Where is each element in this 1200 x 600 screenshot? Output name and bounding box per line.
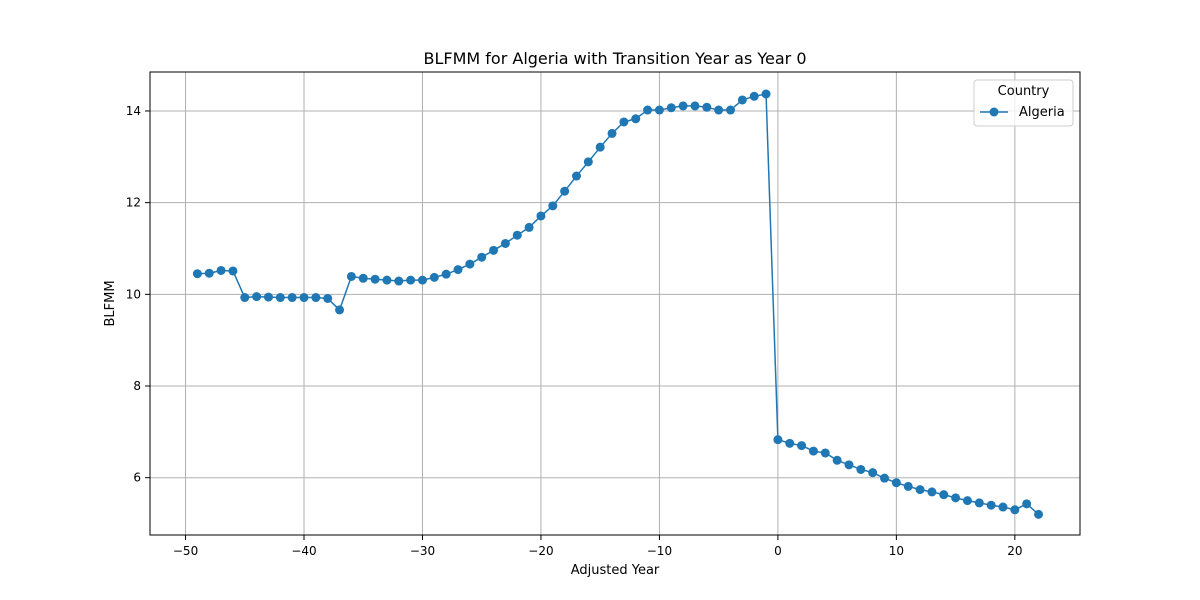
plot-frame (149, 71, 1081, 536)
x-tick-label: −30 (410, 544, 435, 558)
data-point (951, 493, 961, 503)
data-point (477, 252, 487, 262)
data-point (465, 259, 475, 269)
data-point (346, 271, 356, 281)
data-point (382, 275, 392, 285)
data-point (785, 438, 795, 448)
data-point (512, 230, 522, 240)
legend-label-algeria: Algeria (1019, 105, 1065, 120)
data-point (228, 266, 238, 276)
data-point (204, 268, 214, 278)
data-point (572, 171, 581, 181)
data-point (536, 211, 546, 221)
data-point (335, 305, 345, 315)
x-tick-label: −20 (528, 544, 553, 558)
data-point (429, 272, 439, 282)
data-point (394, 276, 404, 286)
data-point (880, 473, 890, 483)
data-point (441, 269, 451, 279)
data-point (726, 105, 736, 115)
data-point (299, 293, 309, 303)
data-point (820, 448, 830, 458)
data-point (453, 265, 463, 275)
data-point (749, 91, 759, 101)
data-point (654, 105, 664, 115)
x-tick-label: −40 (291, 544, 316, 558)
data-point (406, 275, 416, 285)
data-point (275, 293, 285, 303)
data-point (417, 275, 427, 285)
data-point (631, 114, 641, 124)
data-point (868, 468, 878, 478)
x-tick-label: −50 (173, 544, 198, 558)
data-point (903, 481, 913, 491)
y-tick-label: 10 (126, 287, 141, 301)
data-point (974, 498, 984, 508)
data-point (358, 273, 368, 283)
data-point (808, 446, 818, 456)
data-point (619, 117, 629, 127)
x-tick-label: 20 (1007, 544, 1022, 558)
data-point (690, 101, 700, 111)
data-point (832, 455, 842, 465)
data-point (844, 460, 854, 470)
data-point (939, 490, 949, 500)
y-axis: 6 8 10 12 14 (126, 104, 150, 485)
data-point (856, 464, 866, 474)
legend-marker-swatch (989, 107, 999, 117)
data-point (986, 500, 996, 510)
legend: Country Algeria (973, 79, 1074, 127)
data-point (678, 101, 688, 111)
data-point (192, 269, 202, 279)
y-tick-label: 14 (126, 104, 141, 118)
data-point (287, 293, 297, 303)
data-point (560, 186, 570, 196)
data-point (927, 487, 937, 497)
data-point (998, 502, 1008, 512)
series-layer (192, 89, 1044, 519)
x-axis-label: Adjusted Year (571, 563, 660, 578)
data-point (323, 293, 333, 303)
data-point (311, 293, 321, 303)
data-point (263, 292, 273, 302)
y-axis-label: BLFMM (103, 280, 118, 326)
data-point (666, 103, 676, 113)
legend-title: Country (998, 84, 1050, 99)
data-point (607, 128, 617, 138)
data-point (370, 274, 380, 284)
data-point (702, 102, 712, 112)
data-point (643, 105, 653, 115)
data-point (216, 265, 226, 275)
x-tick-label: 10 (889, 544, 904, 558)
data-point (595, 142, 605, 152)
y-tick-label: 8 (133, 379, 141, 393)
x-tick-label: 0 (774, 544, 782, 558)
chart-title: BLFMM for Algeria with Transition Year a… (424, 49, 807, 68)
data-point (548, 201, 558, 211)
y-tick-label: 12 (126, 196, 141, 210)
x-axis: −50 −40 −30 −20 −10 0 10 20 (173, 535, 1022, 558)
data-point (500, 238, 510, 248)
y-tick-label: 6 (133, 471, 141, 485)
x-tick-label: −10 (647, 544, 672, 558)
data-point (797, 441, 807, 451)
data-point (1010, 505, 1020, 515)
data-point (962, 496, 972, 506)
data-point (583, 157, 593, 167)
data-point (761, 89, 771, 99)
data-point (737, 95, 747, 105)
data-point (1022, 499, 1032, 509)
data-point (489, 245, 499, 255)
data-point (773, 435, 783, 445)
legend-box (973, 79, 1074, 127)
data-point (714, 105, 724, 115)
data-point (891, 478, 901, 488)
data-point (252, 292, 262, 302)
data-point (1034, 509, 1044, 519)
data-point (524, 222, 534, 232)
data-point (915, 485, 925, 495)
data-point (240, 293, 250, 303)
